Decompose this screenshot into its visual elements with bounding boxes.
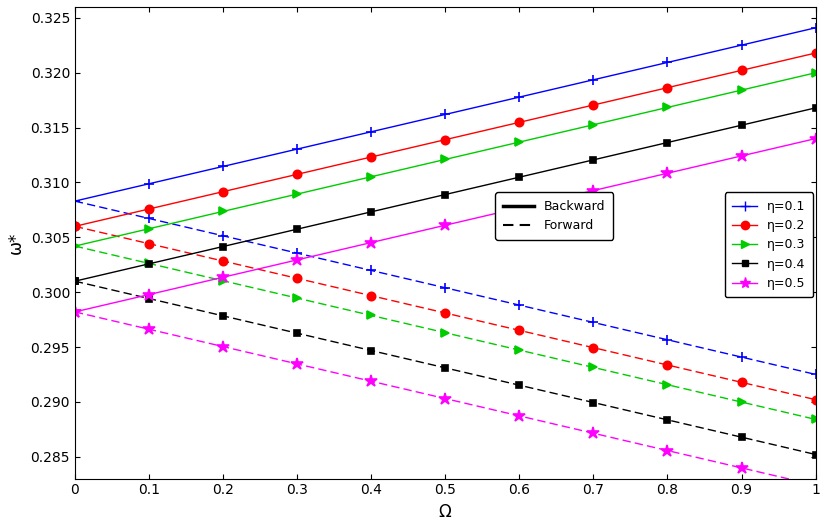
- Y-axis label: ω*: ω*: [7, 232, 25, 254]
- Legend: η=0.1, η=0.2, η=0.3, η=0.4, η=0.5: η=0.1, η=0.2, η=0.3, η=0.4, η=0.5: [724, 192, 813, 297]
- X-axis label: Ω: Ω: [439, 503, 452, 521]
